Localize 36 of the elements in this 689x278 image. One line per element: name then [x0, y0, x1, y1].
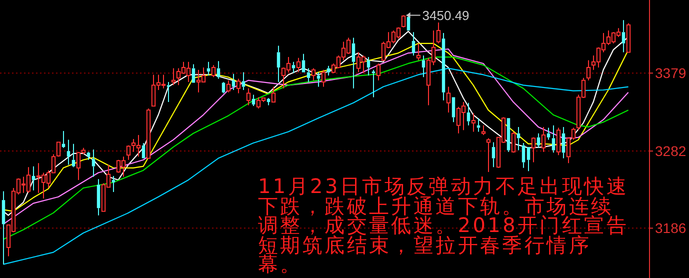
candlestick — [466, 102, 470, 126]
annotation: 11月23日市场反弹动力不足出现快速下跌，跌破上升通道下轨。市场连续调整，成交量低迷。2018开门红宣告短期筑底结束，望拉开春季行情序幕。 — [258, 174, 630, 276]
candlestick — [622, 20, 626, 53]
candlestick — [471, 112, 476, 132]
candlestick — [242, 72, 246, 90]
candlestick — [216, 60, 220, 80]
y-tick-label: 3379 — [655, 65, 686, 82]
y-tick-label: 3186 — [655, 220, 686, 236]
annotation: 3450.49 — [422, 8, 470, 23]
candlestick — [522, 142, 526, 168]
candlestick — [2, 190, 6, 265]
candlestick — [546, 127, 550, 140]
candlestick — [326, 65, 330, 76]
candlestick — [292, 61, 296, 74]
candlestick — [442, 32, 446, 101]
candlestick — [366, 56, 370, 76]
candlestick — [96, 178, 100, 216]
candlestick — [112, 175, 116, 193]
candlestick — [276, 45, 280, 82]
candlestick — [552, 124, 556, 154]
candlestick — [32, 166, 36, 191]
candlestick — [252, 94, 256, 107]
y-tick-label: 3282 — [655, 143, 686, 160]
candlestick — [306, 68, 310, 82]
candlestick — [232, 73, 236, 90]
candlestick — [92, 148, 96, 178]
candlestick — [422, 54, 426, 78]
candlestick — [486, 138, 491, 172]
candlestick — [476, 118, 480, 132]
candlestick — [66, 139, 70, 166]
candlestick — [562, 126, 566, 159]
candlestick — [412, 32, 416, 56]
candlestick — [536, 132, 540, 148]
candlestick — [492, 142, 496, 168]
candlestick — [352, 37, 356, 89]
candlestick — [166, 81, 170, 103]
